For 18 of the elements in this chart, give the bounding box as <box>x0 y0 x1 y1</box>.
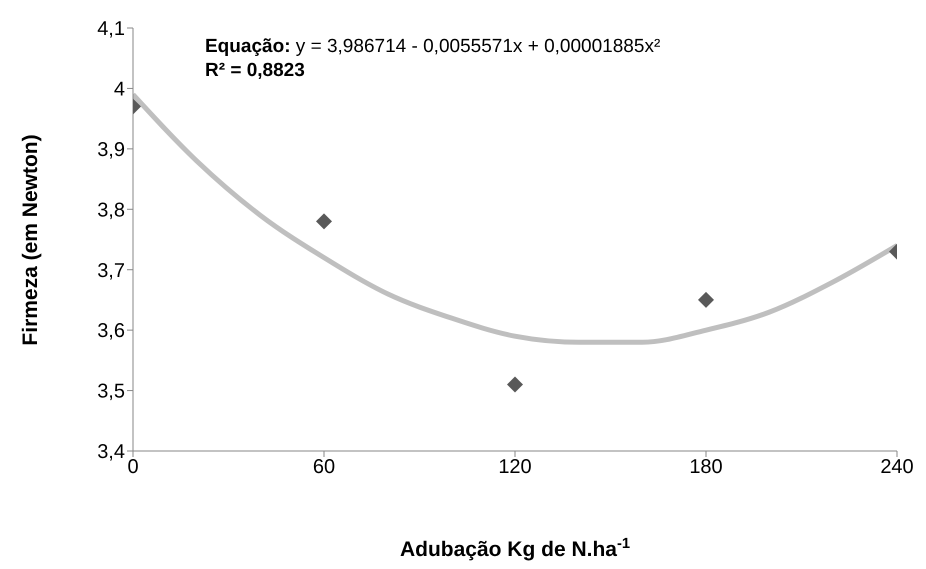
point <box>507 376 523 393</box>
x-tick-label: 0 <box>127 456 139 478</box>
x-tick-label: 60 <box>312 456 336 478</box>
y-tick-label: 3,9 <box>97 138 125 161</box>
annotation: R² = 0,8823 <box>205 60 305 81</box>
y-tick-label: 4,1 <box>97 18 125 40</box>
annotation: Equação: y = 3,986714 - 0,0055571x + 0,00001885x² <box>205 36 660 57</box>
y-axis-title: Firmeza (em Newton) <box>18 134 42 346</box>
x-tick-label: 180 <box>689 456 723 478</box>
x-tick-label: 240 <box>880 456 914 478</box>
x-axis-title: Adubação Kg de N.ha$^{-1}$ <box>400 536 630 561</box>
y-tick-label: 3,5 <box>97 380 125 403</box>
x-tick-label: 120 <box>498 456 532 478</box>
y-tick-label: 3,4 <box>97 441 125 464</box>
y-tick-label: 4 <box>114 78 125 101</box>
y-tick-label: 3,6 <box>97 320 125 342</box>
y-tick-label: 3,7 <box>97 260 125 282</box>
y-tick-label: 3,8 <box>97 199 125 222</box>
